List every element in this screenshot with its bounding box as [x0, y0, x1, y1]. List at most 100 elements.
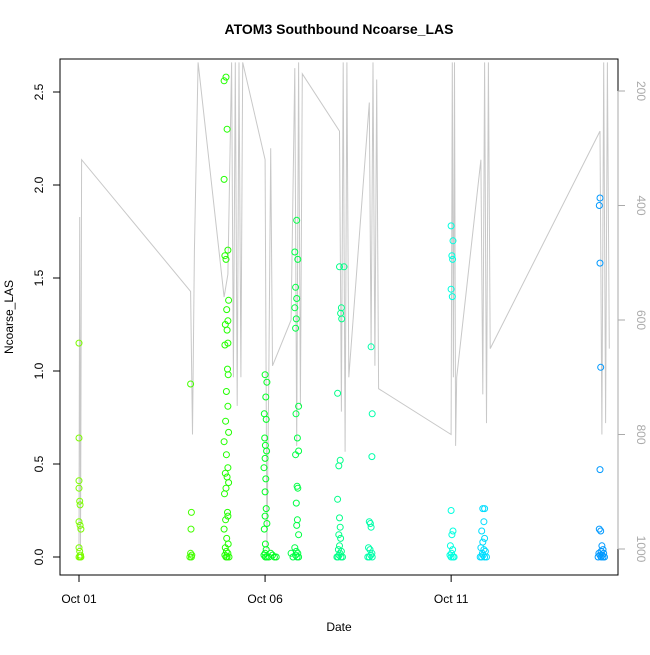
chart-title: ATOM3 Southbound Ncoarse_LAS [225, 21, 454, 37]
data-point [335, 462, 343, 470]
data-point [261, 512, 269, 520]
data-point [481, 534, 489, 542]
secondary-tick-label: 600 [634, 310, 648, 330]
data-point [187, 508, 195, 516]
secondary-y-axis: 200 400 600 800 1000 [617, 81, 648, 563]
data-point [340, 263, 348, 271]
series-group-7 [446, 222, 458, 561]
secondary-tick-label: 800 [634, 424, 648, 444]
data-point [595, 202, 603, 209]
data-point [187, 525, 195, 533]
data-point [262, 393, 270, 401]
data-point [293, 434, 301, 442]
secondary-series-layer [78, 62, 610, 550]
data-point [187, 380, 195, 388]
data-point [448, 531, 456, 539]
data-point [262, 505, 270, 513]
y-tick-label: 1.5 [32, 269, 46, 286]
data-point [263, 520, 271, 527]
data-point [261, 434, 269, 442]
data-point [221, 252, 229, 260]
data-point [222, 388, 230, 395]
data-point [335, 531, 343, 539]
data-point [224, 512, 232, 520]
data-point [295, 402, 303, 410]
data-point [595, 525, 603, 533]
data-point [75, 477, 83, 485]
data-point [225, 296, 233, 304]
data-point [223, 125, 231, 133]
data-point [224, 464, 232, 472]
data-point [293, 295, 301, 302]
data-point [262, 415, 270, 423]
secondary-tick-label: 1000 [634, 536, 648, 563]
series-group-2 [220, 73, 233, 561]
data-point [267, 549, 275, 557]
data-point [336, 263, 343, 271]
data-point [599, 553, 607, 561]
data-point [225, 553, 233, 561]
data-point [291, 544, 299, 552]
data-point [481, 505, 489, 513]
data-point [338, 315, 346, 323]
data-point [446, 542, 454, 550]
x-tick-label: Oct 01 [61, 592, 97, 606]
data-point [336, 523, 344, 531]
data-point [289, 553, 297, 561]
data-point [449, 237, 457, 245]
data-point [596, 194, 604, 202]
data-point [334, 389, 342, 397]
data-point [364, 553, 372, 561]
data-point [224, 508, 231, 516]
data-point [450, 553, 458, 561]
data-point [261, 553, 269, 561]
data-point [263, 378, 271, 386]
data-point [447, 553, 455, 561]
data-point [337, 534, 345, 542]
data-point [75, 544, 83, 552]
data-point [291, 248, 299, 256]
data-point [334, 495, 342, 503]
data-point [224, 371, 232, 379]
x-tick-label: Oct 06 [247, 592, 283, 606]
data-points-layer [75, 73, 608, 561]
data-point [224, 246, 232, 254]
data-point [481, 553, 489, 561]
data-point [224, 402, 232, 410]
data-point [447, 507, 455, 514]
data-point [292, 451, 300, 459]
data-point [294, 549, 302, 557]
data-point [293, 521, 301, 529]
data-point [77, 553, 85, 561]
data-point [595, 549, 603, 557]
data-point [222, 73, 230, 81]
data-point [287, 549, 295, 557]
data-point [292, 283, 300, 291]
data-point [368, 410, 376, 418]
data-point [447, 222, 455, 230]
series-group-4 [287, 216, 303, 561]
data-point [76, 521, 84, 529]
x-axis: Oct 01 Oct 06 Oct 11 [61, 574, 469, 606]
data-point [260, 464, 268, 472]
x-axis-label: Date [326, 620, 352, 634]
data-point [294, 255, 302, 263]
data-point [291, 304, 299, 312]
data-point [221, 341, 229, 349]
data-point [75, 434, 83, 442]
data-point [262, 475, 270, 483]
data-point [261, 371, 269, 379]
data-point [222, 451, 230, 459]
data-point [292, 499, 300, 507]
data-point [447, 285, 455, 293]
data-point [75, 484, 83, 492]
data-point [292, 315, 300, 323]
y-tick-label: 1.0 [32, 362, 46, 379]
data-point [368, 453, 376, 461]
secondary-tick-label: 200 [634, 81, 648, 101]
data-point [272, 553, 280, 561]
data-point [367, 343, 375, 351]
data-point [597, 363, 605, 371]
data-point [294, 484, 302, 492]
